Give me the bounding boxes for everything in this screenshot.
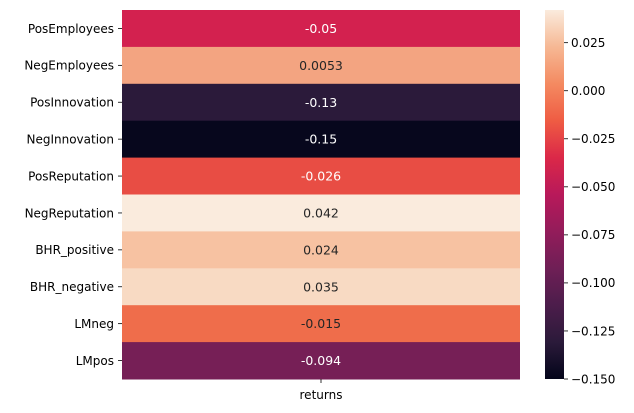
heatmap-cell: [122, 268, 520, 306]
heatmap-cell: [122, 83, 520, 122]
heatmap-cell: [122, 157, 520, 195]
cell-annotation: -0.05: [305, 21, 337, 36]
colorbar-tick-label: −0.100: [571, 276, 615, 290]
heatmap-cells: [122, 10, 520, 380]
heatmap-cell: [122, 194, 520, 232]
cell-annotations: -0.05 0.0053 -0.13 -0.15 -0.026 0.042 0.024 0.0…: [299, 21, 343, 368]
cell-annotation: -0.015: [301, 316, 341, 331]
heatmap-cell: [122, 305, 520, 343]
row-axis: PosEmployees NegEmployees PosInnovation Neg…: [24, 22, 122, 368]
colorbar-tick-label: −0.025: [571, 132, 615, 146]
colorbar-tick-label: −0.075: [571, 228, 615, 242]
row-tick-label: LMneg: [74, 317, 114, 331]
row-tick-label: NegInnovation: [26, 132, 114, 146]
row-tick-label: PosReputation: [28, 169, 114, 183]
heatmap-cell: [122, 231, 520, 269]
cell-annotation: 0.024: [303, 242, 339, 257]
colorbar-tick-label: 0.000: [571, 84, 605, 98]
cell-annotation: -0.026: [301, 169, 341, 184]
column-tick-label: returns: [300, 388, 343, 402]
heatmap-cell: [122, 342, 520, 380]
colorbar-tick-label: −0.150: [571, 372, 615, 386]
cell-annotation: 0.035: [303, 279, 339, 294]
row-tick-label: LMpos: [76, 354, 114, 368]
cell-annotation: -0.13: [305, 95, 337, 110]
row-tick-label: PosInnovation: [30, 96, 114, 110]
heatmap-cell: [122, 10, 520, 48]
colorbar-gradient: [545, 10, 564, 379]
cell-annotation: 0.0053: [299, 58, 343, 73]
row-tick-label: BHR_positive: [35, 243, 114, 257]
cell-annotation: -0.15: [305, 132, 337, 147]
cell-annotation: -0.094: [301, 353, 341, 368]
colorbar-tick-label: −0.050: [571, 180, 615, 194]
row-tick-label: PosEmployees: [28, 22, 114, 36]
heatmap-cell: [122, 120, 520, 159]
row-tick-label: BHR_negative: [30, 280, 114, 294]
colorbar-tick-label: −0.125: [571, 324, 615, 338]
colorbar: 0.025 0.000 −0.025 −0.050 −0.075 −0.100 −0.125…: [545, 10, 615, 386]
row-tick-label: NegReputation: [25, 206, 114, 220]
column-axis: returns: [300, 379, 343, 402]
cell-annotation: 0.042: [303, 205, 339, 220]
row-tick-label: NegEmployees: [24, 59, 114, 73]
heatmap-cell: [122, 46, 520, 85]
colorbar-tick-label: 0.025: [571, 36, 605, 50]
